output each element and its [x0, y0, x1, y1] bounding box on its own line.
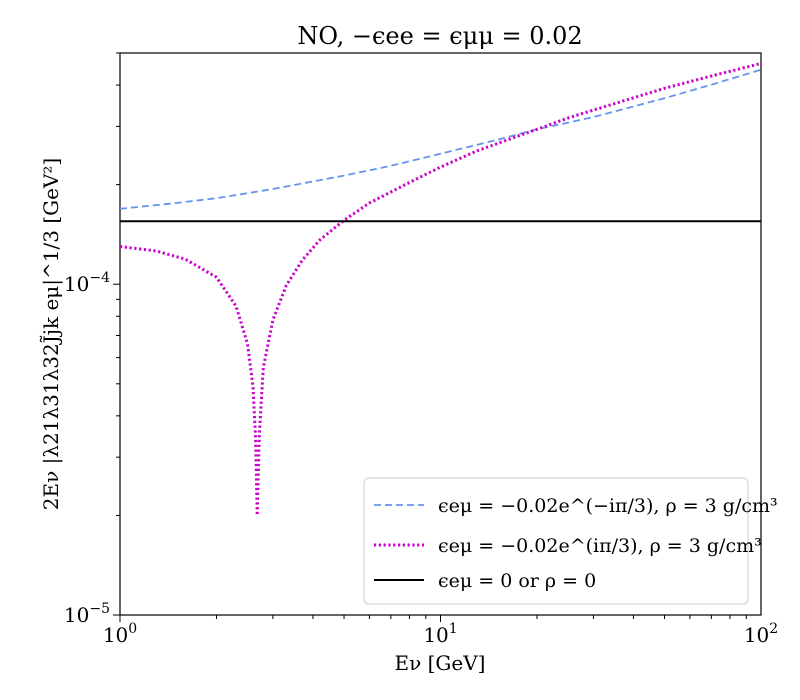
- x-tick-label: 101: [423, 621, 457, 647]
- axis-ticks: 100 101 102 10−5 10−4: [64, 52, 778, 647]
- series-layer: [119, 61, 762, 517]
- x-tick-label: 100: [103, 621, 137, 647]
- series-line-dotted: [119, 61, 762, 517]
- x-axis-label: Eν [GeV]: [395, 651, 486, 675]
- legend-label-dotted: ϵeμ = −0.02e^(iπ/3), ρ = 3 g/cm³: [438, 535, 762, 557]
- x-tick-label: 102: [744, 621, 778, 647]
- legend-label-dashed: ϵeμ = −0.02e^(−iπ/3), ρ = 3 g/cm³: [438, 495, 778, 517]
- y-tick-label: 10−4: [64, 270, 110, 296]
- legend: ϵeμ = −0.02e^(−iπ/3), ρ = 3 g/cm³ ϵeμ = …: [363, 477, 778, 605]
- y-axis-label: 2Eν |λ21λ31λ32J̃jk eμ|^1/3 [GeV²]: [39, 158, 64, 510]
- chart-title: NO, −ϵee = ϵμμ = 0.02: [297, 22, 582, 50]
- series-line-dashed: [119, 68, 762, 210]
- legend-box: [363, 477, 749, 605]
- legend-label-solid: ϵeμ = 0 or ρ = 0: [438, 570, 596, 592]
- y-tick-label: 10−5: [64, 601, 110, 627]
